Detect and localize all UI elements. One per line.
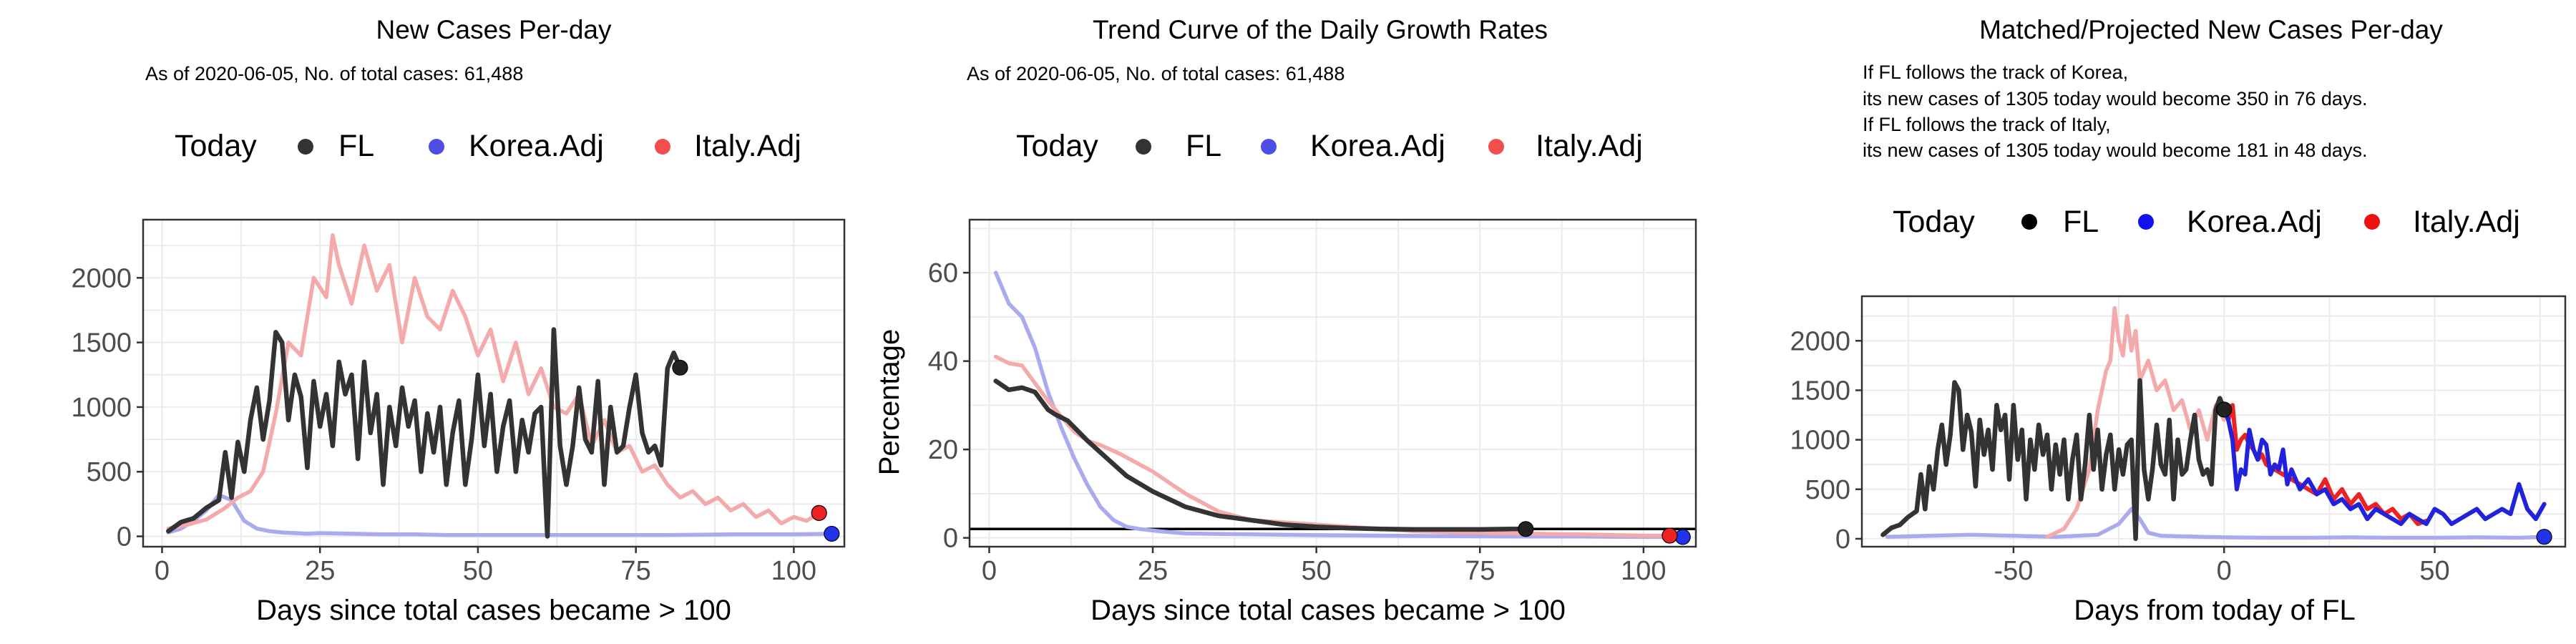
today-point-fl <box>2216 401 2233 418</box>
x-tick-label: 50 <box>2419 556 2449 586</box>
series-line-korea-adj <box>166 492 834 537</box>
y-tick-label: 60 <box>928 258 958 288</box>
legend-fl-label: FL <box>2063 205 2099 239</box>
legend-title: Today <box>1016 129 1098 163</box>
x-tick-label: 0 <box>2217 556 2232 586</box>
legend-korea-label: Korea.Adj <box>2187 205 2322 239</box>
y-tick-label: 500 <box>1805 475 1850 505</box>
panel-new-cases: New Cases Per-day As of 2020-06-05, No. … <box>71 15 846 626</box>
x-tick-label: 0 <box>155 556 170 586</box>
series-line-italy-adj <box>166 233 821 531</box>
panel1-title: New Cases Per-day <box>376 15 612 44</box>
x-tick-label: 100 <box>1621 556 1666 586</box>
series-line-italy-adj <box>993 354 1672 538</box>
y-tick-label: 20 <box>928 435 958 465</box>
x-tick-label: -50 <box>1994 556 2033 586</box>
plot-border <box>1860 295 2567 548</box>
panel1-plot: 0 500 1000 1500 2000 0 25 50 75 100 <box>71 218 846 586</box>
legend-fl-swatch <box>2021 214 2037 230</box>
y-tick-label: 500 <box>87 457 132 487</box>
y-tick-label: 40 <box>928 347 958 377</box>
legend-fl-label: FL <box>338 129 374 163</box>
panel3-subtitle-line2: its new cases of 1305 today would become… <box>1863 88 2367 109</box>
y-tick-label: 0 <box>943 524 958 554</box>
x-tick-label: 75 <box>621 556 651 586</box>
series-line-korea-adj-faint <box>1885 507 2547 540</box>
series-line-korea-adj <box>2222 407 2547 527</box>
plot-background <box>970 220 1696 547</box>
y-tick-label: 1500 <box>1790 376 1850 406</box>
legend-korea-swatch <box>1261 139 1277 155</box>
panel2-plot: 0 20 40 60 0 25 50 75 100 <box>928 218 1697 586</box>
y-tick-label: 1000 <box>1790 426 1850 456</box>
legend-italy-swatch <box>2364 214 2380 230</box>
legend-title: Today <box>1893 205 1975 239</box>
y-tick-label: 1000 <box>71 393 132 423</box>
x-tick-label: 100 <box>771 556 816 586</box>
panel3-subtitle-line3: If FL follows the track of Italy, <box>1863 114 2111 135</box>
panel3-legend: Today FL Korea.Adj Italy.Adj <box>1893 205 2520 239</box>
series-line-korea-adj <box>993 270 1685 540</box>
panel1-xlabel: Days since total cases became > 100 <box>256 595 731 626</box>
series-line-fl <box>166 327 683 539</box>
panel2-ylabel: Percentage <box>874 329 905 476</box>
plot-border <box>142 218 846 548</box>
legend-korea-label: Korea.Adj <box>469 129 604 163</box>
legend-italy-swatch <box>1488 139 1504 155</box>
today-point-italy-adj <box>811 504 827 521</box>
panel2-subtitle: As of 2020-06-05, No. of total cases: 61… <box>967 63 1345 84</box>
legend-italy-label: Italy.Adj <box>1536 129 1643 163</box>
panel2-title: Trend Curve of the Daily Growth Rates <box>1093 15 1548 44</box>
today-point-fl <box>672 359 688 376</box>
y-tick-label: 2000 <box>71 263 132 293</box>
panel1-legend: Today FL Korea.Adj Italy.Adj <box>175 129 801 163</box>
plot-background <box>143 220 844 547</box>
panel3-plot: 0 500 1000 1500 2000 -50 0 50 <box>1790 295 2567 586</box>
legend-fl-label: FL <box>1186 129 1221 163</box>
today-point-korea-adj <box>824 525 840 542</box>
x-tick-label: 25 <box>305 556 335 586</box>
y-tick-label: 0 <box>1835 525 1850 555</box>
panel3-subtitle-line1: If FL follows the track of Korea, <box>1863 62 2128 83</box>
x-tick-label: 75 <box>1465 556 1495 586</box>
legend-korea-swatch <box>429 139 444 155</box>
x-tick-label: 25 <box>1138 556 1168 586</box>
legend-korea-label: Korea.Adj <box>1310 129 1445 163</box>
plot-border <box>968 218 1697 548</box>
panel-matched-projected: Matched/Projected New Cases Per-day If F… <box>1790 15 2567 626</box>
today-point-italy-adj <box>1662 527 1678 544</box>
legend-title: Today <box>175 129 257 163</box>
panel3-subtitle-line4: its new cases of 1305 today would become… <box>1863 140 2367 161</box>
legend-italy-label: Italy.Adj <box>2413 205 2520 239</box>
legend-fl-swatch <box>298 139 313 155</box>
panel3-title: Matched/Projected New Cases Per-day <box>1979 15 2443 44</box>
x-tick-label: 50 <box>463 556 493 586</box>
panel-growth-rates: Trend Curve of the Daily Growth Rates As… <box>874 15 1697 626</box>
today-point-fl <box>1518 521 1534 537</box>
legend-korea-swatch <box>2138 214 2154 230</box>
panel3-xlabel: Days from today of FL <box>2074 595 2355 626</box>
y-tick-label: 2000 <box>1790 326 1850 356</box>
panel2-xlabel: Days since total cases became > 100 <box>1091 595 1566 626</box>
panel2-legend: Today FL Korea.Adj Italy.Adj <box>1016 129 1643 163</box>
x-tick-label: 0 <box>982 556 997 586</box>
panel1-subtitle: As of 2020-06-05, No. of total cases: 61… <box>145 63 523 84</box>
today-point-korea-adj <box>2536 529 2552 545</box>
legend-italy-label: Italy.Adj <box>694 129 801 163</box>
y-tick-label: 1500 <box>71 328 132 358</box>
series-line-fl <box>993 379 1528 532</box>
x-tick-label: 50 <box>1301 556 1331 586</box>
series-line-fl <box>1880 378 2227 542</box>
legend-fl-swatch <box>1136 139 1151 155</box>
y-tick-label: 0 <box>117 522 132 552</box>
legend-italy-swatch <box>655 139 670 155</box>
